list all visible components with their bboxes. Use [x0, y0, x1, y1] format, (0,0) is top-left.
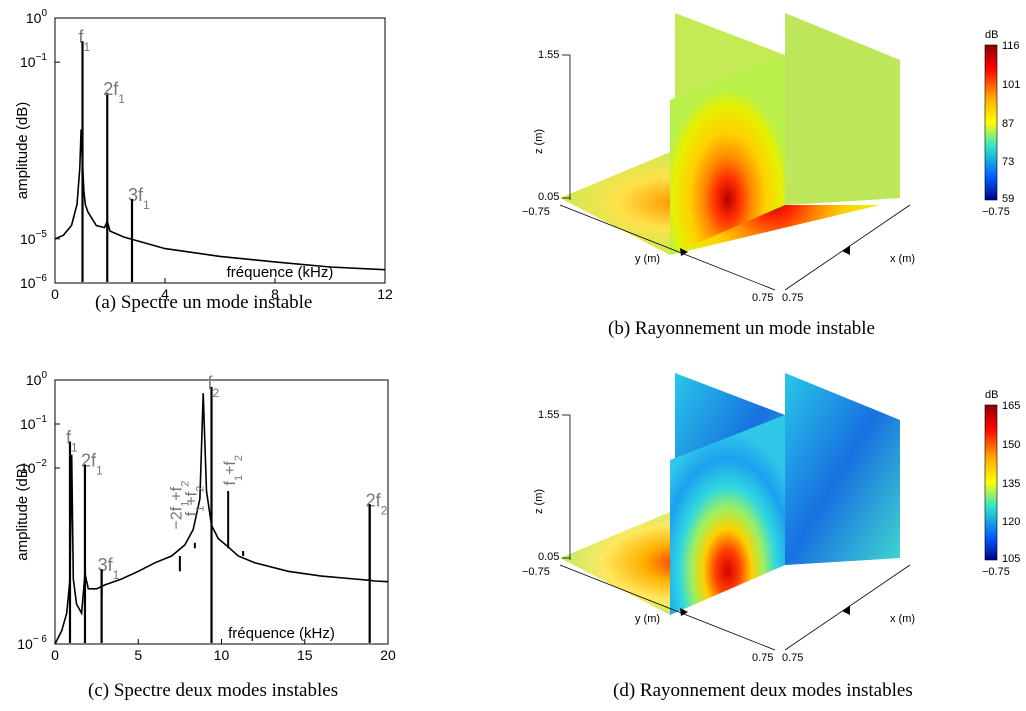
x-tick-label: 20: [380, 647, 396, 663]
radiation-one-mode-panel: 1.55 0.05 z (m) −0.75 0.75 0.75 −0.75 y …: [520, 0, 1026, 330]
y-axis-label: y (m): [635, 613, 660, 625]
front-plane-face: [670, 55, 785, 255]
xy-tick-mid-right: 0.75: [782, 292, 803, 304]
xy-tick-right: −0.75: [982, 206, 1010, 218]
y-axis-label: amplitude (dB): [14, 102, 31, 200]
x-tick-label: 10: [214, 647, 230, 663]
colorbar-tick: 87: [1002, 118, 1014, 130]
back-plane-right: [785, 13, 900, 205]
y-tick-label: 100: [26, 8, 48, 26]
x-tick-label: 0: [51, 647, 59, 663]
colorbar-tick: 116: [1002, 40, 1020, 52]
colorbar-unit: dB: [985, 29, 998, 41]
y-tick-label: 10−1: [20, 414, 47, 432]
xy-tick-mid-left: 0.75: [752, 292, 773, 304]
back-plane-right: [785, 373, 900, 565]
peak-label: f1: [66, 428, 78, 455]
z-tick-bottom: 0.05: [538, 551, 559, 563]
spectrum-two-modes-panel: 0 5 10 15 20 100 10−1 10−2 10− 6 fréquence (kHz) a…: [0, 360, 400, 680]
z-axis-label: z (m): [533, 129, 545, 154]
y-tick-label: 10−5: [20, 229, 47, 247]
colorbar-tick: 120: [1002, 516, 1020, 528]
y-tick-label: 100: [26, 370, 48, 388]
colorbar: [984, 44, 998, 201]
radiation-two-modes-panel: 1.55 0.05 z (m) −0.75 0.75 0.75 −0.75 y …: [520, 360, 1026, 690]
xy-tick-mid-left: 0.75: [752, 652, 773, 664]
plot-frame: [54, 379, 389, 645]
colorbar-unit: dB: [985, 389, 998, 401]
x-axis-label: x (m): [890, 613, 915, 625]
colorbar-tick: 150: [1002, 439, 1020, 451]
x-tick-label: 12: [377, 286, 393, 302]
y-tick-label: 10−1: [20, 52, 47, 70]
z-tick-top: 1.55: [538, 409, 559, 421]
colorbar: [984, 404, 998, 561]
z-tick-top: 1.55: [538, 49, 559, 61]
plot-frame: [54, 17, 386, 284]
spectrum-line: [54, 393, 389, 645]
x-tick-label: 15: [297, 647, 313, 663]
spectrum-one-mode-chart: 0 4 8 12 100 10−1 10−5 10−6 fréquence (kHz) ampli…: [14, 8, 393, 302]
colorbar-tick: 73: [1002, 156, 1014, 168]
y-tick-label: 10− 6: [17, 634, 47, 652]
radiation-two-modes-plot: 1.55 0.05 z (m) −0.75 0.75 0.75 −0.75 y …: [522, 373, 1020, 664]
peak-label: f2: [208, 373, 220, 400]
colorbar-tick: 135: [1002, 478, 1020, 490]
caption-b: (b) Rayonnement un mode instable: [608, 318, 875, 339]
x-axis-label: fréquence (kHz): [228, 625, 335, 642]
peak-label: f1: [79, 27, 91, 54]
z-axis-label: z (m): [533, 489, 545, 514]
x-tick-label: 5: [134, 647, 142, 663]
front-plane-face: [670, 415, 785, 615]
caption-a: (a) Spectre un mode instable: [95, 292, 313, 313]
z-tick-bottom: 0.05: [538, 191, 559, 203]
colorbar-tick: 105: [1002, 553, 1020, 565]
combination-label: f1+f2: [222, 455, 245, 486]
spectrum-one-mode-panel: 0 4 8 12 100 10−1 10−5 10−6 fréquence (kHz) ampli…: [0, 0, 400, 340]
y-axis-label: y (m): [635, 253, 660, 265]
caption-d: (d) Rayonnement deux modes instables: [613, 680, 913, 701]
x-axis-label: fréquence (kHz): [227, 264, 334, 281]
y-tick-label: 10−6: [20, 273, 47, 291]
xy-tick-left: −0.75: [522, 566, 550, 578]
colorbar-tick: 59: [1002, 193, 1014, 205]
xy-tick-mid-right: 0.75: [782, 652, 803, 664]
caption-c: (c) Spectre deux modes instables: [88, 680, 339, 701]
x-tick-label: 4: [161, 286, 169, 302]
xy-tick-left: −0.75: [522, 206, 550, 218]
spectrum-line: [54, 129, 386, 271]
x-tick-label: 8: [271, 286, 279, 302]
y-axis-label: amplitude (dB): [14, 463, 31, 561]
x-tick-label: 0: [51, 286, 59, 302]
colorbar-tick: 165: [1002, 400, 1020, 412]
radiation-one-mode-plot: 1.55 0.05 z (m) −0.75 0.75 0.75 −0.75 y …: [522, 13, 1020, 304]
combination-label: f1+f2: [184, 486, 207, 517]
x-axis-label: x (m): [890, 253, 915, 265]
colorbar-tick: 101: [1002, 79, 1020, 91]
xy-tick-right: −0.75: [982, 566, 1010, 578]
